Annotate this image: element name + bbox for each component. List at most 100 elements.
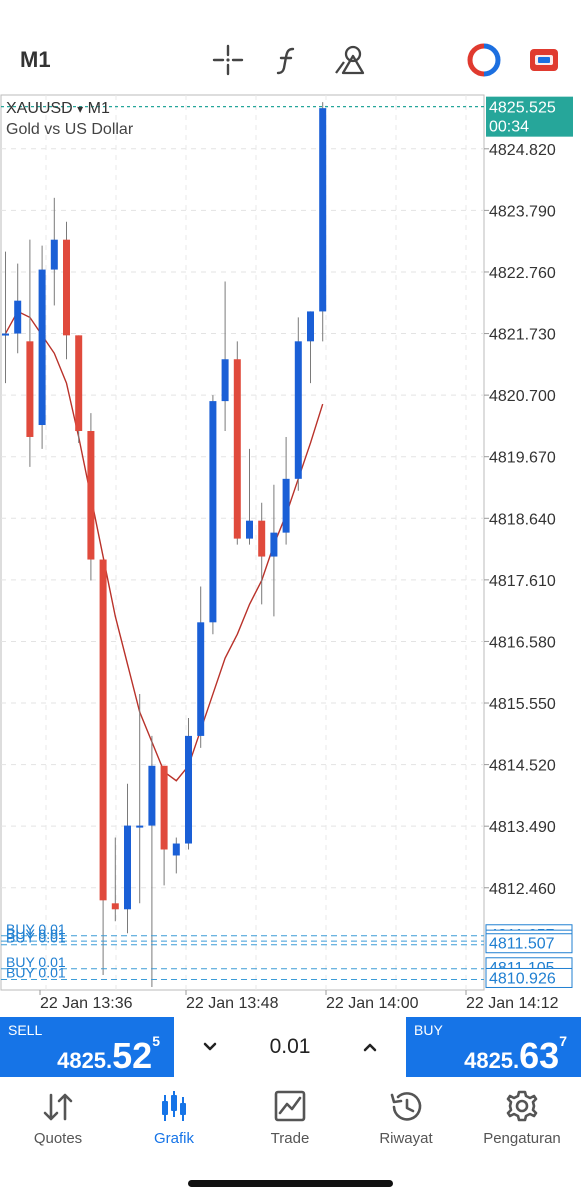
sell-label: SELL xyxy=(8,1022,43,1038)
buy-button[interactable]: BUY 4825.637 xyxy=(406,1017,581,1077)
order-price-box xyxy=(485,933,573,954)
y-tick-label: 4821.730 xyxy=(489,327,556,344)
y-tick-label: 4814.520 xyxy=(489,758,556,775)
symbol-label[interactable]: XAUUSD ▾ M1 xyxy=(6,100,110,118)
order-line-label: BUY 0.01 xyxy=(6,954,66,970)
home-indicator xyxy=(188,1180,393,1187)
sell-price-sup: 5 xyxy=(152,1033,160,1049)
candle-bull xyxy=(185,735,192,844)
objects-icon[interactable] xyxy=(330,40,370,80)
volume-value[interactable]: 0.01 xyxy=(269,1035,311,1058)
y-tick-label: 4816.580 xyxy=(489,634,556,651)
nav-chart[interactable]: Grafik xyxy=(116,1077,232,1157)
y-tick-label: 4817.610 xyxy=(489,573,556,590)
top-toolbar: M1 xyxy=(0,0,581,92)
current-price-box xyxy=(486,96,573,137)
time-axis: 22 Jan 13:36 22 Jan 13:48 22 Jan 14:00 22 J… xyxy=(39,990,559,1012)
nav-settings-label: Pengaturan xyxy=(483,1130,561,1147)
candle-bull xyxy=(2,333,9,336)
chevron-down-icon: ▾ xyxy=(77,102,84,116)
nav-quotes-label: Quotes xyxy=(33,1130,83,1147)
y-tick-label: 4824.820 xyxy=(489,142,556,159)
y-tick-label: 4815.550 xyxy=(489,696,556,713)
trade-icon xyxy=(274,1090,306,1122)
volume-decrease-button[interactable] xyxy=(194,1031,226,1063)
chevron-up-icon xyxy=(363,1043,377,1052)
y-tick-label: 4813.490 xyxy=(489,819,556,836)
y-tick-label: 4820.700 xyxy=(489,388,556,405)
x-tick-label: 22 Jan 13:48 xyxy=(186,995,279,1012)
candle-bear xyxy=(160,765,168,850)
current-price-marker: 4825.525 00:34 xyxy=(1,96,573,137)
crosshair-icon[interactable] xyxy=(208,40,248,80)
candle-bull xyxy=(172,843,180,856)
sell-price-main: 4825. xyxy=(57,1048,113,1073)
nav-history[interactable]: Riwayat xyxy=(348,1077,464,1157)
candle-bear xyxy=(75,335,83,431)
bar-countdown-label: 00:34 xyxy=(489,119,529,136)
candle-bull xyxy=(148,765,156,826)
price-axis: 4824.820 4823.790 4822.760 4821.730 4820.700… xyxy=(484,142,556,898)
signals-icon[interactable] xyxy=(524,40,564,80)
order-price-label: 4811.507 xyxy=(489,936,555,953)
candles xyxy=(2,102,327,988)
nav-settings[interactable]: Pengaturan xyxy=(464,1077,580,1157)
nav-quotes[interactable]: Quotes xyxy=(0,1077,116,1157)
candle-bear xyxy=(258,520,266,557)
y-tick-label: 4822.760 xyxy=(489,265,556,282)
order-price-label: 4810.926 xyxy=(489,970,556,987)
one-click-trading-icon[interactable] xyxy=(464,40,504,80)
function-icon[interactable] xyxy=(268,40,308,80)
candle-bear xyxy=(87,430,95,560)
symbol-description: Gold vs US Dollar xyxy=(6,121,134,138)
candle-bull xyxy=(307,311,314,342)
x-tick-label: 22 Jan 14:00 xyxy=(326,995,419,1012)
candle-bear xyxy=(99,559,107,901)
timeframe-button[interactable]: M1 xyxy=(20,47,51,72)
current-price-label: 4825.525 xyxy=(489,100,556,117)
candle-bull xyxy=(221,359,229,402)
candle-bull xyxy=(319,108,327,312)
nav-trade[interactable]: Trade xyxy=(232,1077,348,1157)
buy-price: 4825.637 xyxy=(464,1033,567,1077)
order-line-label: BUY 0.01 xyxy=(6,926,66,942)
sell-button[interactable]: SELL 4825.525 xyxy=(0,1017,174,1077)
order-price-box xyxy=(485,967,573,988)
history-icon xyxy=(390,1092,422,1121)
order-line-label: BUY 0.01 xyxy=(6,921,66,937)
quotes-icon xyxy=(43,1093,73,1121)
one-click-trade-panel: SELL 4825.525 0.01 BUY 4825.637 xyxy=(0,1017,581,1077)
volume-increase-button[interactable] xyxy=(354,1031,386,1063)
nav-trade-label: Trade xyxy=(270,1130,310,1147)
sell-price: 4825.525 xyxy=(57,1033,160,1077)
candle-bear xyxy=(26,341,34,437)
candle-bull xyxy=(270,532,278,557)
chart-grid xyxy=(0,94,485,991)
x-tick-label: 22 Jan 14:12 xyxy=(466,995,559,1012)
chevron-down-icon xyxy=(203,1042,217,1051)
candle-bear xyxy=(233,359,241,539)
chart-icon xyxy=(162,1091,186,1121)
y-tick-label: 4818.640 xyxy=(489,511,556,528)
y-tick-label: 4819.670 xyxy=(489,450,556,467)
candle-bull xyxy=(294,341,302,479)
buy-price-main: 4825. xyxy=(464,1048,520,1073)
order-line-label: BUY 0.01 xyxy=(6,964,66,980)
volume-control: 0.01 xyxy=(174,1017,406,1077)
chart-timeframe: M1 xyxy=(87,100,110,117)
bottom-navigation: Quotes Grafik Trade Riwayat Pengaturan xyxy=(0,1077,581,1157)
y-tick-label: 4823.790 xyxy=(489,203,556,220)
settings-icon xyxy=(506,1090,538,1122)
candle-bear xyxy=(63,239,70,336)
x-tick-label: 22 Jan 13:36 xyxy=(40,995,133,1012)
candle-bull xyxy=(246,520,253,539)
symbol-name: XAUUSD xyxy=(6,100,73,117)
order-line-label: BUY 0.01 xyxy=(6,930,66,946)
buy-price-sup: 7 xyxy=(559,1033,567,1049)
chart-frame xyxy=(0,94,485,991)
candle-bull xyxy=(209,401,217,623)
buy-label: BUY xyxy=(414,1022,443,1038)
candle-bull xyxy=(124,825,131,910)
sell-price-big: 52 xyxy=(112,1035,153,1076)
